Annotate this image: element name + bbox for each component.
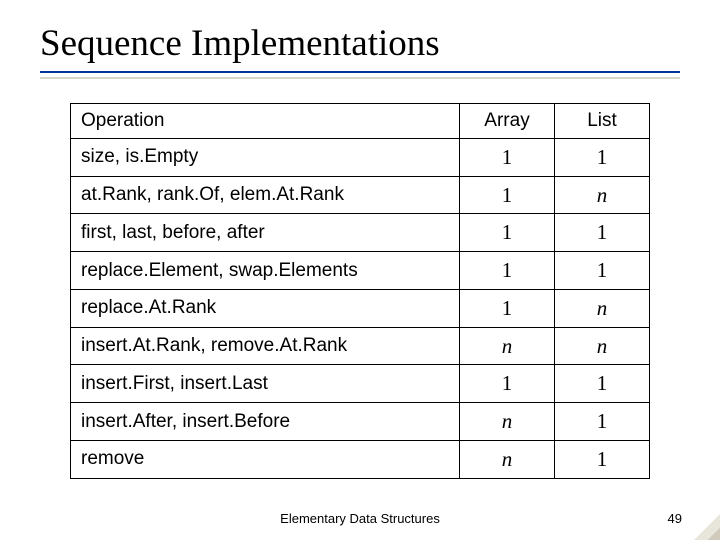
complexity-value: 1 bbox=[502, 145, 513, 169]
list-cell: n bbox=[555, 327, 650, 365]
page-corner-fold-icon bbox=[694, 514, 720, 540]
table-row: insert.First, insert.Last 1 1 bbox=[71, 365, 650, 403]
complexity-value: n bbox=[502, 409, 513, 433]
operation-cell: replace.At.Rank bbox=[71, 289, 460, 327]
operation-cell: replace.Element, swap.Elements bbox=[71, 252, 460, 290]
slide: Sequence Implementations Operation Array… bbox=[0, 0, 720, 540]
list-cell: n bbox=[555, 289, 650, 327]
title-underline-shadow bbox=[40, 77, 680, 79]
table-row: at.Rank, rank.Of, elem.At.Rank 1 n bbox=[71, 176, 650, 214]
list-cell: 1 bbox=[555, 365, 650, 403]
list-cell: 1 bbox=[555, 440, 650, 478]
footer-text: Elementary Data Structures bbox=[0, 511, 720, 526]
complexity-value: n bbox=[502, 447, 513, 471]
array-cell: 1 bbox=[460, 365, 555, 403]
operation-cell: remove bbox=[71, 440, 460, 478]
complexity-value: 1 bbox=[502, 183, 513, 207]
table-row: remove n 1 bbox=[71, 440, 650, 478]
array-cell: n bbox=[460, 327, 555, 365]
operation-cell: insert.After, insert.Before bbox=[71, 403, 460, 441]
table-body: size, is.Empty11at.Rank, rank.Of, elem.A… bbox=[71, 138, 650, 478]
slide-title: Sequence Implementations bbox=[40, 22, 680, 65]
array-cell: 1 bbox=[460, 214, 555, 252]
page-number: 49 bbox=[668, 511, 682, 526]
complexity-value: 1 bbox=[597, 258, 608, 282]
complexity-value: 1 bbox=[597, 371, 608, 395]
array-cell: n bbox=[460, 440, 555, 478]
complexity-value: 1 bbox=[597, 145, 608, 169]
col-header-list: List bbox=[555, 104, 650, 139]
complexity-value: 1 bbox=[502, 258, 513, 282]
comparison-table: Operation Array List size, is.Empty11at.… bbox=[70, 103, 650, 479]
title-underline bbox=[40, 71, 680, 73]
array-cell: 1 bbox=[460, 289, 555, 327]
operation-cell: insert.First, insert.Last bbox=[71, 365, 460, 403]
complexity-value: 1 bbox=[597, 409, 608, 433]
complexity-value: n bbox=[597, 334, 608, 358]
table-row: insert.At.Rank, remove.At.Rank n n bbox=[71, 327, 650, 365]
array-cell: n bbox=[460, 403, 555, 441]
operation-cell: at.Rank, rank.Of, elem.At.Rank bbox=[71, 176, 460, 214]
array-cell: 1 bbox=[460, 176, 555, 214]
array-cell: 1 bbox=[460, 252, 555, 290]
table-row: replace.At.Rank 1 n bbox=[71, 289, 650, 327]
complexity-value: 1 bbox=[597, 220, 608, 244]
table-row: replace.Element, swap.Elements 1 1 bbox=[71, 252, 650, 290]
complexity-value: 1 bbox=[502, 296, 513, 320]
operation-cell: insert.At.Rank, remove.At.Rank bbox=[71, 327, 460, 365]
list-cell: n bbox=[555, 176, 650, 214]
list-cell: 1 bbox=[555, 252, 650, 290]
list-cell: 1 bbox=[555, 214, 650, 252]
operation-cell: first, last, before, after bbox=[71, 214, 460, 252]
table-row: insert.After, insert.Before n 1 bbox=[71, 403, 650, 441]
operation-cell: size, is.Empty bbox=[71, 138, 460, 176]
table-header-row: Operation Array List bbox=[71, 104, 650, 139]
col-header-operation: Operation bbox=[71, 104, 460, 139]
complexity-value: 1 bbox=[502, 220, 513, 244]
list-cell: 1 bbox=[555, 403, 650, 441]
complexity-value: n bbox=[597, 296, 608, 320]
complexity-value: 1 bbox=[502, 371, 513, 395]
complexity-value: n bbox=[597, 183, 608, 207]
complexity-value: n bbox=[502, 334, 513, 358]
col-header-array: Array bbox=[460, 104, 555, 139]
array-cell: 1 bbox=[460, 138, 555, 176]
list-cell: 1 bbox=[555, 138, 650, 176]
table-row: size, is.Empty 1 1 bbox=[71, 138, 650, 176]
complexity-value: 1 bbox=[597, 447, 608, 471]
table-row: first, last, before, after 1 1 bbox=[71, 214, 650, 252]
